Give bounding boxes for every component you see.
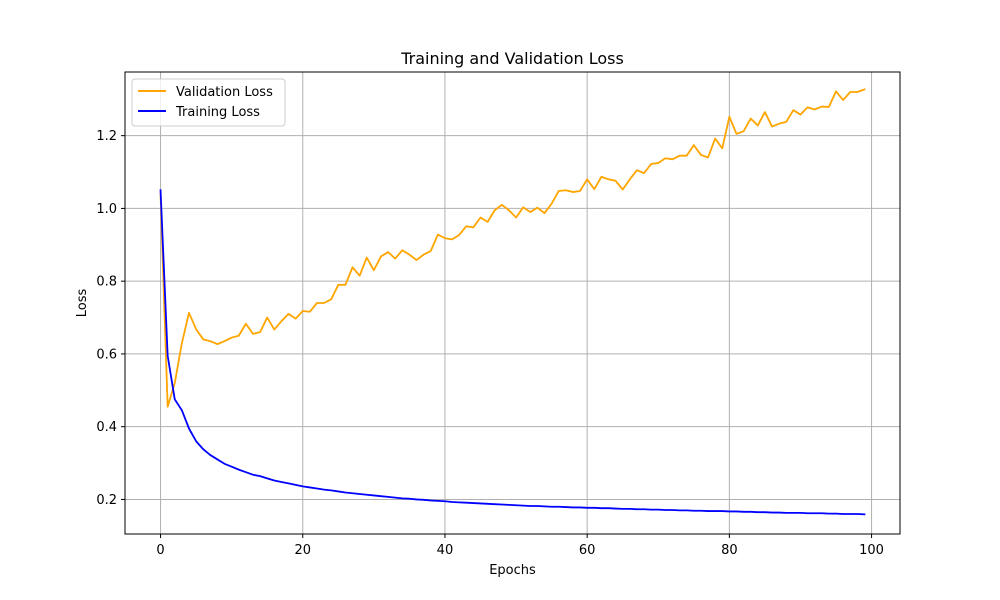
legend: Validation Loss Training Loss bbox=[131, 78, 286, 127]
y-tick-label: 1.2 bbox=[96, 129, 117, 144]
plot-frame bbox=[124, 71, 901, 535]
validation-loss-line bbox=[159, 88, 866, 408]
x-tick-label: 40 bbox=[437, 543, 454, 558]
chart-title: Training and Validation Loss bbox=[400, 49, 624, 68]
x-tick-label: 0 bbox=[156, 543, 164, 558]
x-axis-title: Epochs bbox=[489, 563, 536, 578]
grid-lines bbox=[125, 72, 900, 534]
x-tick-label: 60 bbox=[579, 543, 596, 558]
y-tick-label: 0.4 bbox=[96, 420, 117, 435]
x-axis-ticks: 0 20 40 60 80 100 bbox=[156, 534, 884, 558]
y-tick-label: 1.0 bbox=[96, 202, 117, 217]
y-axis-title: Loss bbox=[75, 289, 90, 318]
x-tick-label: 20 bbox=[294, 543, 311, 558]
legend-label-training: Training Loss bbox=[175, 105, 260, 120]
series-layer bbox=[159, 88, 866, 516]
y-tick-label: 0.6 bbox=[96, 347, 117, 362]
x-tick-label: 80 bbox=[721, 543, 738, 558]
training-loss-line bbox=[159, 189, 866, 516]
x-tick-label: 100 bbox=[859, 543, 884, 558]
y-tick-label: 0.8 bbox=[96, 275, 117, 290]
legend-box bbox=[131, 78, 286, 127]
y-axis-ticks: 0.2 0.4 0.6 0.8 1.0 1.2 bbox=[96, 129, 125, 508]
y-tick-label: 0.2 bbox=[96, 493, 117, 508]
legend-label-validation: Validation Loss bbox=[176, 85, 273, 100]
